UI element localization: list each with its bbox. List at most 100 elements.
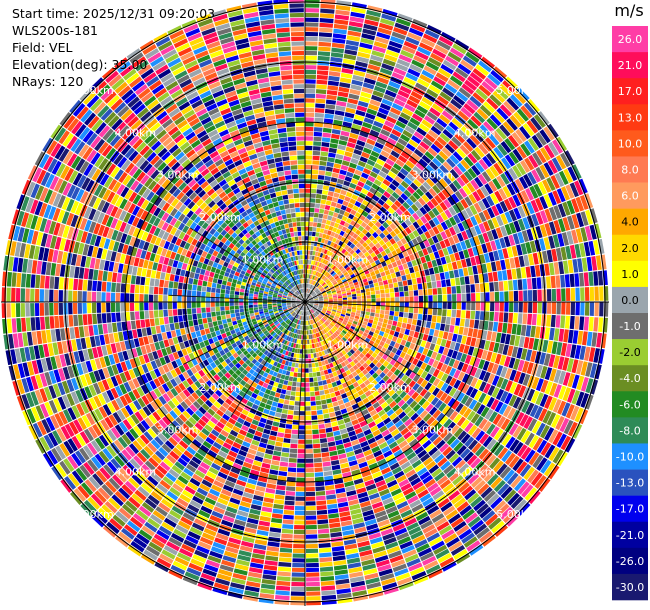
velocity-gate [456,201,465,212]
velocity-gate [335,313,340,318]
velocity-gate [390,373,397,381]
velocity-gate [348,137,357,144]
velocity-gate [319,438,328,444]
velocity-gate [313,141,322,146]
velocity-gate [513,207,522,220]
velocity-gate [397,116,409,125]
velocity-gate [500,390,509,403]
velocity-gate [305,141,313,146]
velocity-gate [517,231,525,244]
velocity-gate [328,306,333,310]
velocity-gate [350,311,356,316]
velocity-gate [317,284,321,288]
velocity-gate [293,410,300,416]
velocity-gate [264,453,273,460]
velocity-gate [511,268,517,280]
velocity-gate [316,70,329,76]
velocity-gate [449,253,456,263]
velocity-gate [307,288,310,293]
velocity-gate [297,368,302,373]
velocity-gate [338,174,346,180]
velocity-gate [350,158,359,165]
velocity-gate [509,334,516,346]
velocity-gate [332,295,338,298]
velocity-gate [370,287,375,292]
velocity-gate [517,205,526,218]
velocity-gate [445,408,455,418]
velocity-gate [383,265,389,271]
velocity-gate [403,177,413,186]
velocity-gate [334,435,342,441]
velocity-gate [307,354,311,359]
velocity-gate [288,462,297,468]
velocity-gate [352,74,365,82]
velocity-gate [440,63,454,75]
velocity-gate [385,297,390,302]
velocity-gate [412,284,418,291]
velocity-gate [330,241,335,247]
velocity-gate [403,312,409,318]
velocity-gate [400,327,406,334]
velocity-gate [395,349,402,356]
velocity-gate [387,207,395,215]
velocity-gate [326,280,331,284]
velocity-gate [516,87,530,101]
velocity-gate [461,466,473,478]
velocity-gate [387,171,397,179]
velocity-gate [298,358,302,364]
velocity-gate [393,331,400,338]
velocity-gate [306,288,308,293]
velocity-gate [520,430,531,444]
velocity-gate [472,265,478,275]
velocity-gate [432,360,439,369]
velocity-gate [474,415,484,427]
velocity-gate [276,485,286,491]
velocity-gate [319,280,324,285]
velocity-gate [491,217,500,228]
velocity-gate [424,364,432,373]
velocity-gate [311,292,316,296]
velocity-gate [449,182,458,193]
velocity-gate [325,272,330,278]
velocity-gate [400,180,409,189]
velocity-gate [338,303,343,306]
velocity-gate [316,290,320,294]
velocity-gate [455,242,463,252]
velocity-gate [341,311,346,315]
velocity-gate [364,163,374,171]
velocity-gate [417,46,431,56]
velocity-gate [317,179,324,185]
velocity-gate [370,327,376,333]
velocity-gate [483,470,496,483]
velocity-gate [334,114,344,121]
velocity-gate [317,60,330,66]
velocity-gate [350,209,357,216]
velocity-gate [315,282,319,287]
velocity-gate [367,276,373,282]
velocity-gate [290,591,305,596]
velocity-gate [393,266,400,273]
velocity-gate [370,271,376,277]
velocity-gate [319,552,332,558]
velocity-gate [402,317,408,324]
velocity-gate [294,367,298,373]
velocity-gate [429,161,439,171]
velocity-gate [394,306,400,312]
velocity-gate [429,433,439,443]
velocity-gate [474,176,484,188]
velocity-gate [522,217,530,230]
velocity-gate [315,400,322,406]
velocity-gate [314,304,319,307]
velocity-gate [346,217,352,224]
velocity-gate [372,238,379,245]
velocity-gate [492,460,504,473]
velocity-gate [527,313,533,325]
velocity-gate [562,201,571,216]
velocity-gate [526,201,535,215]
velocity-gate [369,210,376,217]
velocity-gate [356,355,362,362]
velocity-gate [480,302,485,311]
velocity-gate [397,371,405,379]
velocity-gate [313,304,318,307]
velocity-gate [487,473,499,486]
